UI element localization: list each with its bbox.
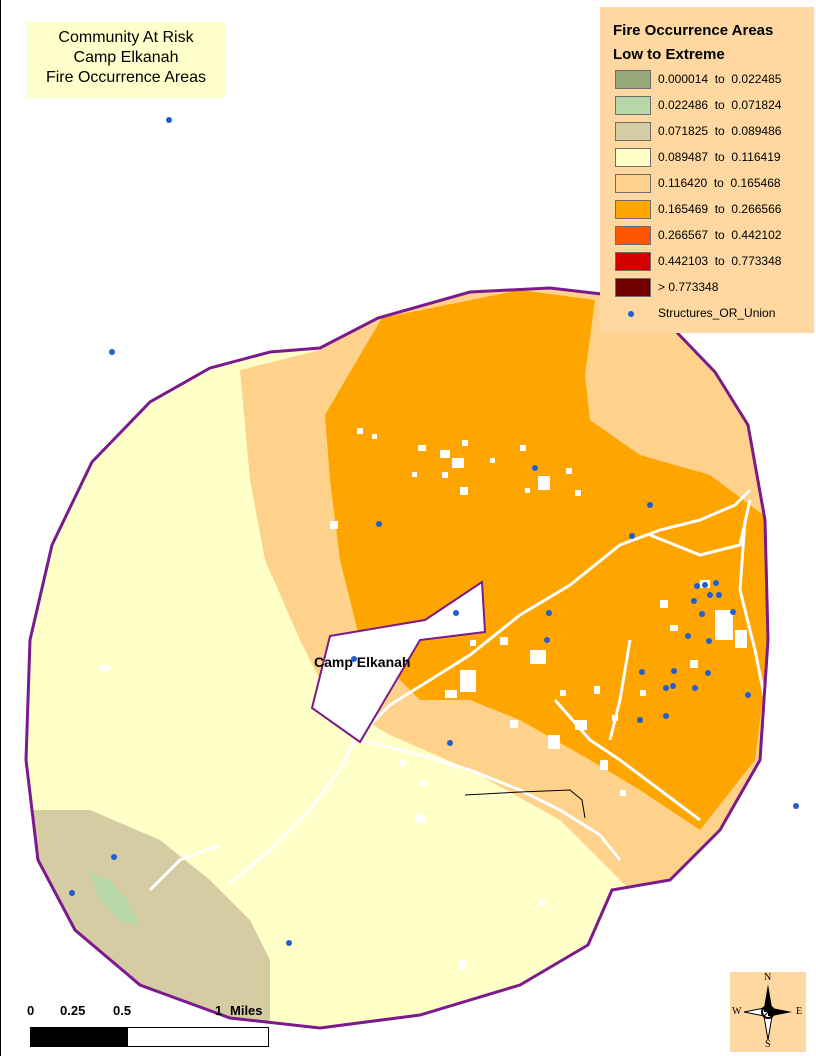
legend-swatch <box>615 278 651 297</box>
legend-class-label: 0.165469 to 0.266566 <box>658 202 782 216</box>
legend-class: 0.071825 to 0.089486 <box>613 119 814 145</box>
legend-class-label: 0.000014 to 0.022485 <box>658 72 782 86</box>
title-line-1: Community At Risk <box>58 29 194 46</box>
legend-class: 0.165469 to 0.266566 <box>613 197 814 223</box>
legend-title: Fire Occurrence Areas <box>613 22 774 39</box>
legend-class-label: 0.071825 to 0.089486 <box>658 124 782 138</box>
scale-unit: Miles <box>230 1003 263 1018</box>
camp-elkanah-label: Camp Elkanah <box>314 654 411 670</box>
scale-tick-1: 1 <box>215 1003 223 1018</box>
legend-swatch <box>615 96 651 115</box>
compass-rose-icon <box>743 984 792 1041</box>
scale-tick-05: 0.5 <box>113 1003 132 1018</box>
frame-edge <box>0 0 1 1056</box>
structures-layer <box>69 117 799 946</box>
scale-tick-0: 0 <box>27 1003 35 1018</box>
legend-swatch <box>615 122 651 141</box>
legend-class-label: > 0.773348 <box>658 280 719 294</box>
title-line-2: Camp Elkanah <box>73 49 179 66</box>
legend-swatch <box>615 200 651 219</box>
legend-class: 0.266567 to 0.442102 <box>613 223 814 249</box>
legend-class-label: 0.266567 to 0.442102 <box>658 228 782 242</box>
legend-class: 0.022486 to 0.071824 <box>613 93 814 119</box>
legend-class: 0.089487 to 0.116419 <box>613 145 814 171</box>
scale-tick-025: 0.25 <box>60 1003 86 1018</box>
compass-e: E <box>796 1006 803 1017</box>
legend-class-label: 0.022486 to 0.071824 <box>658 98 782 112</box>
legend-class: 0.442103 to 0.773348 <box>613 249 814 275</box>
legend-structures: Structures_OR_Union <box>613 301 814 327</box>
north-arrow: N S E W <box>730 972 806 1052</box>
legend-class: > 0.773348 <box>613 275 814 301</box>
legend-swatch <box>615 252 651 271</box>
scale-segment-black <box>30 1027 127 1047</box>
scale-segment-white <box>127 1027 269 1047</box>
legend-class: 0.000014 to 0.022485 <box>613 67 814 93</box>
compass-s: S <box>765 1039 771 1050</box>
legend-swatch <box>615 70 651 89</box>
compass-w: W <box>732 1006 742 1017</box>
legend-swatch <box>615 174 651 193</box>
structure-point-icon <box>628 311 634 317</box>
legend-subtitle: Low to Extreme <box>613 46 725 63</box>
legend-structures-label: Structures_OR_Union <box>658 306 776 320</box>
legend-class: 0.116420 to 0.165468 <box>613 171 814 197</box>
legend-class-label: 0.089487 to 0.116419 <box>658 150 781 164</box>
compass-n: N <box>764 972 772 983</box>
scale-bar: 0 0.25 0.5 1 Miles <box>27 1003 287 1051</box>
legend-class-label: 0.116420 to 0.165468 <box>658 176 781 190</box>
legend-swatch <box>615 226 651 245</box>
legend-class-label: 0.442103 to 0.773348 <box>658 254 782 268</box>
title-line-3: Fire Occurrence Areas <box>45 69 207 86</box>
legend-swatch <box>615 148 651 167</box>
map-title-box: Community At Risk Camp Elkanah Fire Occu… <box>27 22 225 98</box>
legend-items: 0.000014 to 0.022485 0.022486 to 0.07182… <box>613 67 814 301</box>
map-legend: Fire Occurrence Areas Low to Extreme 0.0… <box>600 7 814 333</box>
